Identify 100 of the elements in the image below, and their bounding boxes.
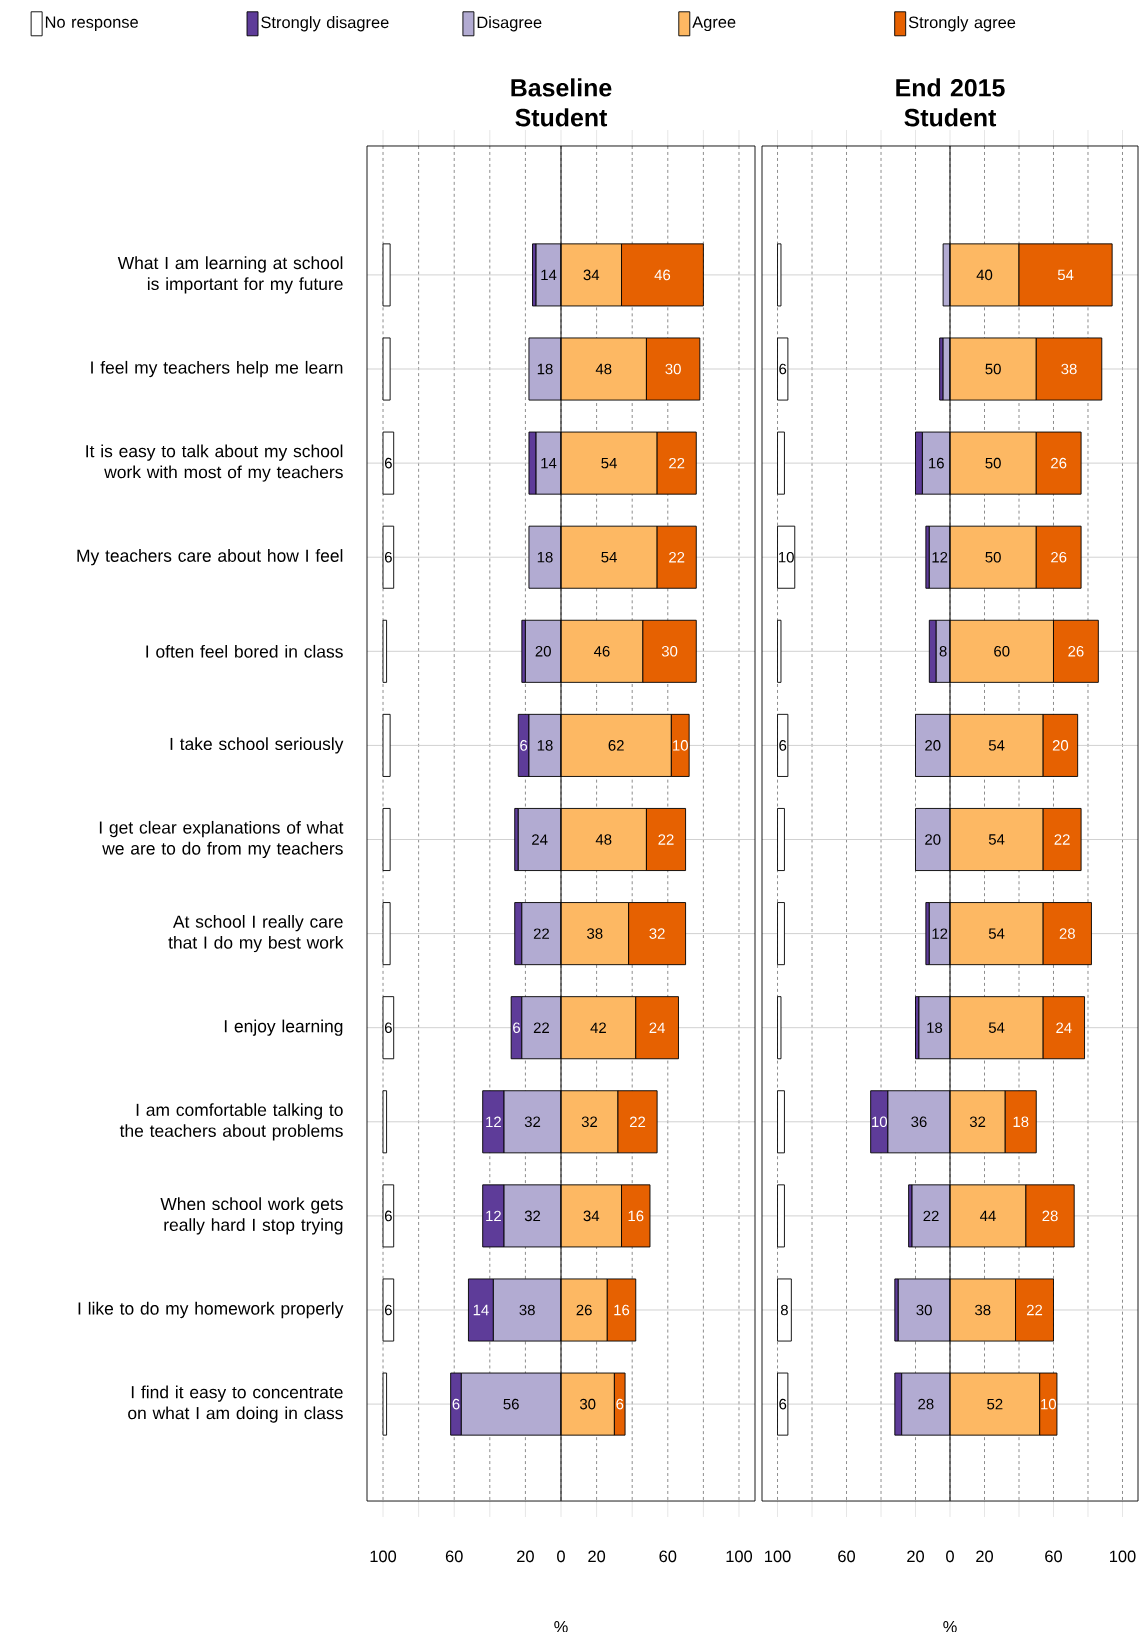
bar (382, 996, 395, 1060)
data-label: 32 (649, 928, 665, 939)
data-label: 6 (779, 740, 787, 751)
data-label: 44 (979, 1210, 996, 1222)
data-label: 6 (779, 1398, 787, 1410)
data-label: 8 (780, 1304, 788, 1316)
bar (777, 1090, 785, 1154)
data-label: 20 (925, 740, 941, 751)
bar (777, 1184, 785, 1248)
data-label: 18 (1013, 1116, 1029, 1128)
x-tick-label: 20 (517, 1550, 534, 1563)
data-label: 28 (918, 1398, 934, 1410)
data-label: 38 (975, 1304, 991, 1316)
data-label: 18 (537, 551, 553, 563)
bar (382, 713, 391, 777)
bar (777, 1372, 789, 1436)
data-label: 22 (669, 457, 685, 469)
bar (777, 996, 782, 1060)
data-label: 30 (661, 646, 678, 657)
y-tick-label: I like to do my homework properly (78, 1301, 344, 1319)
data-label: 38 (1061, 363, 1077, 375)
x-tick-label: 60 (445, 1550, 463, 1563)
data-label: 30 (916, 1304, 932, 1316)
data-label: 28 (1042, 1210, 1058, 1222)
data-label: 46 (593, 646, 610, 657)
data-label: 20 (535, 646, 551, 657)
bar (382, 1372, 388, 1436)
data-label: 6 (384, 1210, 392, 1222)
x-axis-title: % (943, 1621, 957, 1632)
data-label: 40 (976, 269, 993, 281)
data-label: 34 (583, 269, 600, 281)
data-label: 10 (778, 551, 794, 563)
bar (777, 337, 789, 401)
data-label: 42 (590, 1022, 606, 1033)
bar (382, 619, 388, 683)
y-tick-label: It is easy to talk about my school work with most of my teachers (86, 444, 343, 482)
data-label: 38 (587, 928, 603, 939)
data-label: 54 (601, 551, 617, 563)
data-label: 6 (452, 1398, 460, 1410)
chart-title: End 2015 Student (896, 78, 1005, 127)
bar (777, 525, 796, 589)
y-tick-label: I find it easy to concentrate on what I am doing in class (128, 1385, 343, 1423)
x-tick-label: 20 (588, 1550, 606, 1563)
data-label: 20 (925, 834, 941, 845)
legend-label: Disagree (477, 16, 542, 32)
data-label: 14 (473, 1304, 489, 1316)
bar (382, 525, 395, 589)
data-label: 22 (669, 551, 685, 563)
legend-label: Agree (692, 16, 736, 32)
data-label: 10 (673, 740, 688, 751)
data-label: 6 (513, 1022, 521, 1033)
data-label: 52 (987, 1398, 1003, 1410)
bar (382, 902, 391, 966)
y-tick-label: I often feel bored in class (146, 644, 343, 658)
data-label: 54 (601, 457, 617, 469)
data-label: 12 (932, 928, 948, 939)
data-label: 60 (994, 646, 1010, 657)
data-label: 32 (524, 1210, 541, 1222)
data-label: 6 (384, 1304, 392, 1316)
data-label: 22 (1054, 834, 1070, 845)
data-label: 50 (985, 363, 1001, 375)
y-tick-label: At school I really care that I do my best work (168, 915, 344, 953)
y-tick-label: I feel my teachers help me learn (91, 360, 343, 378)
bar (382, 243, 391, 307)
data-label: 18 (537, 363, 553, 375)
data-label: 54 (988, 1022, 1005, 1033)
data-label: 6 (520, 740, 528, 751)
legend-label: Strongly agree (908, 16, 1016, 32)
x-tick-label: 0 (946, 1550, 954, 1563)
bar (382, 1090, 388, 1154)
data-label: 32 (524, 1116, 541, 1128)
bar (777, 713, 789, 777)
data-label: 24 (532, 834, 548, 845)
data-label: 26 (576, 1304, 592, 1316)
bar (382, 337, 391, 401)
data-label: 8 (939, 646, 947, 657)
data-label: 24 (649, 1022, 665, 1033)
data-label: 14 (541, 457, 557, 469)
bar (382, 431, 395, 495)
data-label: 16 (628, 1210, 644, 1222)
data-label: 56 (503, 1398, 519, 1410)
x-tick-label: 100 (370, 1550, 397, 1563)
data-label: 6 (779, 363, 787, 375)
data-label: 34 (583, 1210, 600, 1222)
data-label: 22 (533, 928, 549, 939)
y-tick-label: I take school seriously (170, 737, 344, 754)
data-label: 22 (658, 834, 674, 845)
data-label: 32 (969, 1116, 986, 1128)
x-tick-label: 60 (1045, 1550, 1062, 1563)
x-tick-label: 60 (838, 1550, 856, 1563)
data-label: 30 (665, 363, 681, 375)
data-label: 6 (384, 1022, 392, 1033)
bar (777, 1278, 792, 1342)
chart-title: Baseline Student (511, 78, 612, 127)
data-label: 12 (486, 1210, 501, 1222)
x-tick-label: 60 (659, 1550, 677, 1563)
data-label: 54 (1057, 269, 1074, 281)
y-tick-label: What I am learning at school is important for my future (117, 256, 343, 294)
data-label: 10 (872, 1116, 888, 1128)
bar (777, 431, 785, 495)
